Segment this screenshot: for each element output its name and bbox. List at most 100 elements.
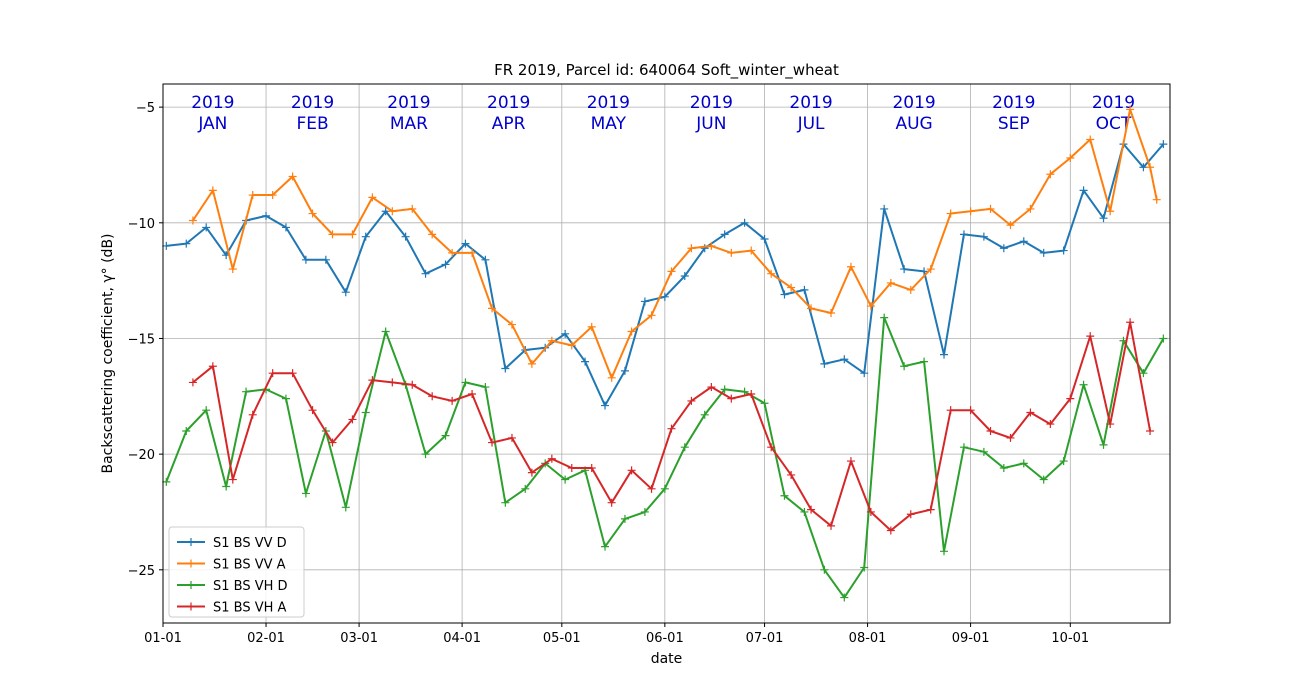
data-point xyxy=(760,234,769,243)
data-point xyxy=(587,464,596,473)
data-point xyxy=(601,401,610,410)
data-point xyxy=(1106,207,1115,216)
data-point xyxy=(321,255,330,264)
data-point xyxy=(308,209,317,218)
data-point xyxy=(348,230,357,239)
data-point xyxy=(1139,369,1148,378)
data-point xyxy=(1019,237,1028,246)
data-point xyxy=(461,239,470,248)
data-point xyxy=(727,248,736,257)
data-point xyxy=(707,241,716,250)
data-point xyxy=(581,357,590,366)
data-point xyxy=(1026,408,1035,417)
data-point xyxy=(368,376,377,385)
data-point xyxy=(421,269,430,278)
data-point xyxy=(620,366,629,375)
data-point xyxy=(228,265,237,274)
data-point xyxy=(428,230,437,239)
x-tick-label: 06-01 xyxy=(646,631,684,646)
series-s1-bs-vh-a xyxy=(188,318,1155,535)
legend: S1 BS VV D S1 BS VV A S1 BS VH D S1 BS VH A xyxy=(168,526,305,618)
data-point xyxy=(1079,380,1088,389)
month-annotation-year: 2019 xyxy=(487,93,530,113)
data-point xyxy=(381,327,390,336)
data-point xyxy=(979,447,988,456)
month-annotation-year: 2019 xyxy=(690,93,733,113)
grid-lines xyxy=(162,84,1170,623)
data-point xyxy=(188,378,197,387)
data-point xyxy=(182,426,191,435)
data-point xyxy=(182,239,191,248)
month-annotation-year: 2019 xyxy=(387,93,430,113)
month-annotation-year: 2019 xyxy=(892,93,935,113)
data-point xyxy=(727,394,736,403)
month-annotation-year: 2019 xyxy=(789,93,832,113)
data-point xyxy=(787,470,796,479)
data-point xyxy=(807,304,816,313)
data-point xyxy=(468,248,477,257)
data-point xyxy=(368,193,377,202)
data-point xyxy=(920,267,929,276)
data-point xyxy=(787,283,796,292)
legend-item: S1 BS VH D xyxy=(177,579,288,594)
legend-label: S1 BS VV A xyxy=(213,558,286,573)
data-point xyxy=(926,265,935,274)
month-annotation-month: MAY xyxy=(591,114,627,134)
legend-item: S1 BS VH A xyxy=(177,601,287,616)
data-point xyxy=(667,267,676,276)
data-point xyxy=(268,191,277,200)
data-point xyxy=(468,389,477,398)
data-point xyxy=(800,285,809,294)
month-annotation-year: 2019 xyxy=(587,93,630,113)
data-point xyxy=(1039,475,1048,484)
data-point xyxy=(906,285,915,294)
x-tick-label: 10-01 xyxy=(1051,631,1089,646)
data-point xyxy=(820,359,829,368)
data-point xyxy=(999,464,1008,473)
month-annotation-month: AUG xyxy=(895,114,932,134)
data-point xyxy=(341,503,350,512)
data-point xyxy=(767,269,776,278)
data-point xyxy=(1159,334,1168,343)
data-point xyxy=(348,415,357,424)
data-point xyxy=(567,464,576,473)
data-point xyxy=(660,484,669,493)
data-point xyxy=(202,223,211,232)
data-point xyxy=(986,426,995,435)
data-point xyxy=(687,244,696,253)
data-point xyxy=(979,232,988,241)
data-point xyxy=(1059,246,1068,255)
legend-label: S1 BS VH A xyxy=(213,601,287,616)
data-point xyxy=(1086,135,1095,144)
data-point xyxy=(547,336,556,345)
data-point xyxy=(860,563,869,572)
month-annotation-year: 2019 xyxy=(992,93,1035,113)
month-annotation-month: OCT xyxy=(1096,114,1132,134)
data-point xyxy=(780,290,789,299)
data-point xyxy=(222,482,231,491)
month-annotation-year: 2019 xyxy=(1092,93,1135,113)
data-point xyxy=(800,507,809,516)
data-point xyxy=(946,406,955,415)
data-point xyxy=(627,327,636,336)
data-point xyxy=(720,230,729,239)
month-annotation-month: APR xyxy=(492,114,526,134)
x-tick-label: 01-01 xyxy=(144,631,182,646)
data-point xyxy=(441,431,450,440)
data-point xyxy=(740,387,749,396)
x-tick-label: 02-01 xyxy=(247,631,285,646)
month-annotation-month: MAR xyxy=(390,114,428,134)
data-point xyxy=(647,484,656,493)
month-annotation-month: JAN xyxy=(197,114,227,134)
data-point xyxy=(880,313,889,322)
data-point xyxy=(1066,154,1075,163)
month-annotation-month: JUL xyxy=(797,114,825,134)
data-point xyxy=(1126,105,1135,114)
y-tick-label: −5 xyxy=(136,101,155,116)
month-annotation-month: SEP xyxy=(998,114,1030,134)
data-point xyxy=(188,216,197,225)
data-point xyxy=(720,385,729,394)
legend-marker xyxy=(187,602,195,611)
data-point xyxy=(940,350,949,359)
data-point xyxy=(408,204,417,213)
